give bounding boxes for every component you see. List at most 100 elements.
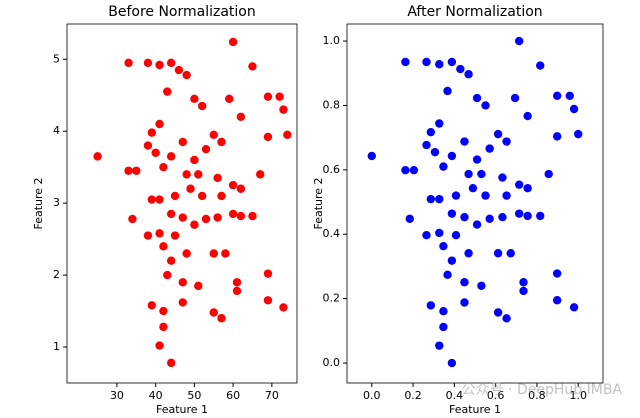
point [447, 57, 457, 67]
point [194, 170, 203, 179]
point [209, 308, 218, 317]
point [236, 184, 246, 193]
point [523, 211, 532, 221]
point [147, 301, 156, 310]
point [502, 137, 511, 146]
point [536, 61, 545, 70]
point [236, 211, 246, 221]
point [190, 94, 199, 104]
point [422, 57, 431, 67]
point [190, 155, 199, 165]
point [279, 303, 288, 312]
point [182, 249, 191, 258]
point [544, 169, 553, 179]
point [159, 322, 168, 332]
point [401, 57, 410, 67]
point [155, 60, 164, 70]
point [498, 212, 507, 222]
point [228, 180, 238, 190]
point [552, 296, 562, 305]
point [159, 162, 168, 172]
point [552, 269, 562, 278]
point [155, 195, 164, 204]
point [182, 170, 191, 179]
x-tick-label: 0.6 [487, 389, 505, 402]
point [569, 104, 579, 114]
point [166, 152, 176, 161]
point [430, 147, 440, 157]
point [213, 213, 222, 222]
point [178, 278, 187, 287]
point [536, 211, 545, 221]
point [552, 91, 562, 101]
point [422, 140, 431, 150]
point [155, 341, 164, 350]
point [194, 281, 203, 291]
x-tick-label: 70 [265, 389, 279, 402]
y-tick-label: 1.0 [323, 34, 341, 47]
y-tick-label: 0.8 [323, 98, 341, 111]
point [426, 194, 436, 204]
point [435, 194, 444, 204]
point [209, 130, 218, 139]
point [477, 169, 486, 179]
point [182, 70, 191, 80]
y-tick-label: 0.0 [323, 356, 341, 369]
point [443, 270, 452, 280]
point [523, 184, 532, 193]
point [143, 231, 153, 240]
point [472, 155, 482, 164]
point [426, 127, 436, 137]
point [248, 211, 257, 221]
point [514, 36, 524, 46]
point [439, 241, 448, 251]
point [506, 249, 515, 258]
x-tick-label: 50 [187, 389, 201, 402]
point [460, 278, 469, 287]
point [283, 130, 292, 139]
x-tick-label: 60 [226, 389, 240, 402]
point [228, 209, 238, 219]
y-tick-label: 3 [53, 196, 60, 209]
y-tick-label: 5 [53, 52, 60, 65]
point [401, 165, 410, 175]
y-axis-label: Feature 2 [32, 177, 45, 229]
y-tick-label: 1 [53, 340, 60, 353]
point [481, 191, 490, 200]
point [166, 256, 176, 265]
point [426, 301, 436, 310]
point [460, 137, 469, 146]
point [178, 213, 187, 222]
point [201, 214, 211, 224]
point [447, 358, 457, 368]
x-tick-label: 1.0 [569, 389, 587, 402]
point [481, 101, 490, 110]
point [485, 144, 494, 153]
point [155, 229, 164, 238]
point [197, 101, 207, 111]
point [477, 281, 486, 290]
point [447, 209, 457, 218]
point [263, 92, 273, 101]
point [143, 58, 153, 68]
point [236, 112, 246, 122]
point [174, 65, 184, 75]
chart-title: Before Normalization [108, 4, 256, 20]
point [166, 58, 176, 68]
point [163, 270, 172, 280]
x-axis-label: Feature 1 [156, 403, 208, 416]
point [217, 137, 226, 147]
x-tick-label: 30 [110, 389, 124, 402]
point [422, 231, 431, 240]
point [178, 298, 187, 307]
y-tick-label: 4 [53, 124, 60, 137]
point [279, 105, 288, 114]
point [248, 62, 257, 71]
point [275, 92, 284, 101]
point [439, 307, 448, 316]
x-tick-label: 0.8 [528, 389, 546, 402]
x-tick-label: 40 [149, 389, 163, 402]
point [159, 306, 168, 316]
point [460, 298, 469, 307]
point [201, 144, 211, 154]
